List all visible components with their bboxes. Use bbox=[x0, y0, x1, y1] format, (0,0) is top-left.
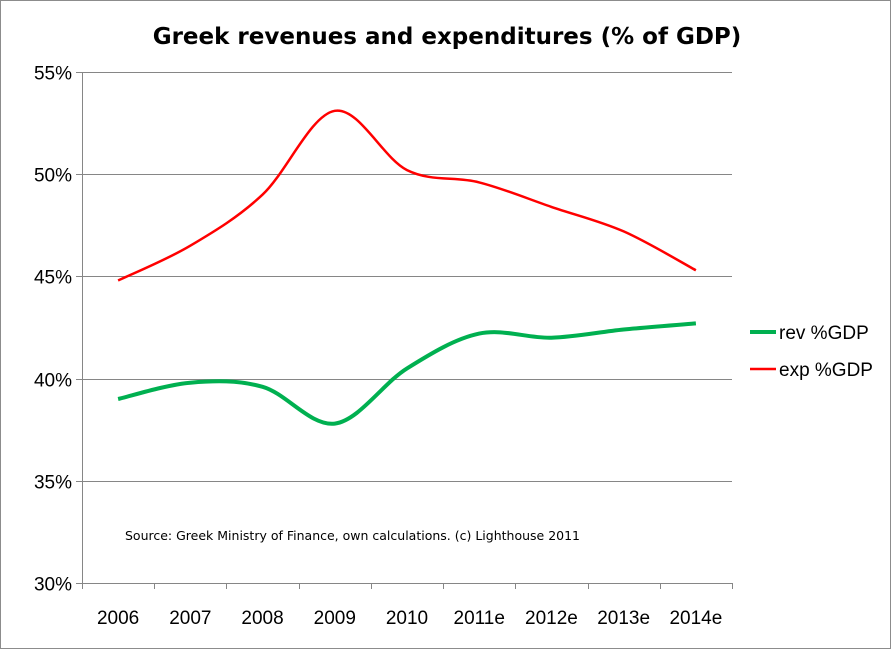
x-tick-label: 2013e bbox=[597, 608, 650, 629]
series-line-exp bbox=[117, 109, 697, 282]
gridlines bbox=[82, 72, 732, 482]
legend-label: exp %GDP bbox=[779, 360, 873, 381]
x-tick-label: 2011e bbox=[454, 608, 505, 629]
x-tick-label: 2012e bbox=[525, 608, 578, 629]
x-tick-label: 2006 bbox=[97, 608, 139, 629]
legend: rev %GDP exp %GDP bbox=[750, 323, 873, 381]
y-tick-label: 50% bbox=[34, 166, 72, 187]
legend-label: rev %GDP bbox=[779, 323, 869, 344]
x-tick-label: 2007 bbox=[169, 608, 211, 629]
x-tick-label: 2010 bbox=[386, 608, 428, 629]
y-tick-label: 55% bbox=[34, 64, 72, 85]
y-tick-label: 35% bbox=[34, 473, 72, 494]
x-tick-label: 2009 bbox=[314, 608, 356, 629]
y-tick-label: 40% bbox=[34, 371, 72, 392]
x-tick-label: 2014e bbox=[669, 608, 722, 629]
y-tick-label: 30% bbox=[34, 575, 72, 596]
series-lines bbox=[117, 109, 697, 426]
series-line-rev bbox=[117, 321, 697, 426]
source-annotation: Source: Greek Ministry of Finance, own c… bbox=[125, 528, 580, 543]
y-tick-label: 45% bbox=[34, 268, 72, 289]
chart-title: Greek revenues and expenditures (% of GD… bbox=[153, 24, 742, 50]
x-tick-label: 2008 bbox=[241, 608, 283, 629]
axes: 30% 35% 40% 45% 50% 55% 2006 2007 2008 2009 2010 20… bbox=[34, 64, 733, 629]
